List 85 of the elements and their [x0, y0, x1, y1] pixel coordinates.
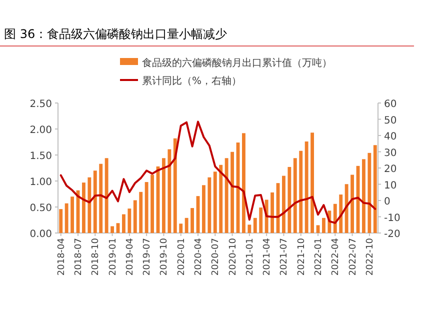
- x-tick-label: 2021-07: [280, 238, 290, 276]
- y2-tick-label: 0: [384, 196, 390, 208]
- x-tick-label: 2021-10: [296, 238, 307, 276]
- bar: [190, 208, 194, 233]
- bar: [122, 214, 126, 233]
- bar: [253, 218, 257, 233]
- bar: [224, 158, 228, 233]
- bar: [82, 182, 86, 233]
- x-tick-label: 2020-07: [211, 238, 222, 276]
- line-series: [60, 120, 376, 224]
- bar: [368, 152, 372, 233]
- bar: [88, 177, 92, 233]
- bar: [104, 158, 108, 233]
- bar: [350, 174, 354, 233]
- bar: [110, 226, 114, 233]
- x-tick-label: 2018-10: [91, 238, 102, 276]
- bar: [288, 166, 292, 233]
- x-tick-label: 2018-04: [56, 238, 67, 276]
- bar: [128, 208, 132, 233]
- bar: [179, 224, 183, 233]
- legend-label: 食品级的六偏磷酸钠月出口累计值（万吨）: [142, 57, 332, 69]
- bar: [59, 209, 63, 233]
- bar: [304, 141, 308, 233]
- bar: [230, 152, 234, 233]
- bar: [322, 218, 326, 233]
- y2-tick-label: 60: [384, 99, 397, 110]
- bar: [173, 138, 177, 233]
- bar: [202, 185, 206, 233]
- bar: [310, 132, 314, 233]
- y-tick-label: 2.50: [30, 99, 52, 110]
- bar: [168, 149, 172, 233]
- y-tick-label: 1.50: [30, 151, 52, 162]
- chart-title: 图 36：食品级六偏磷酸钠出口量小幅减少: [4, 27, 228, 41]
- bar: [99, 164, 103, 233]
- bar: [162, 158, 166, 233]
- x-tick-label: 2020-01: [176, 238, 187, 276]
- bar: [339, 194, 343, 233]
- y-tick-label: 1.00: [30, 177, 52, 188]
- bar: [70, 196, 74, 233]
- bar: [144, 182, 148, 233]
- bar: [242, 133, 246, 233]
- bar: [133, 200, 137, 233]
- bar: [270, 192, 274, 233]
- x-tick-label: 2021-04: [262, 238, 273, 276]
- bar: [282, 176, 286, 233]
- y2-tick-label: -10: [384, 212, 400, 224]
- bar: [373, 145, 377, 233]
- bar: [248, 224, 252, 233]
- x-tick-label: 2019-07: [142, 238, 153, 276]
- y2-tick-label: 30: [384, 148, 397, 159]
- y-tick-label: 0.50: [30, 203, 52, 214]
- bar: [333, 204, 337, 233]
- x-tick-label: 2022-10: [365, 238, 376, 276]
- bar: [150, 174, 154, 233]
- bar: [259, 208, 263, 233]
- bar: [316, 225, 320, 233]
- y2-tick-label: 10: [384, 180, 397, 192]
- bar: [362, 159, 366, 233]
- x-tick-label: 2022-07: [348, 238, 358, 276]
- y2-tick-label: 40: [384, 132, 397, 142]
- bar: [293, 158, 297, 233]
- x-tick-label: 2020-04: [194, 238, 204, 276]
- y2-tick-label: -20: [384, 229, 400, 240]
- bar: [299, 150, 303, 233]
- x-tick-label: 2022-04: [331, 238, 342, 276]
- x-tick-label: 2020-10: [228, 238, 238, 276]
- y2-tick-label: 50: [384, 115, 397, 126]
- legend-label: 累计同比（%，右轴）: [142, 75, 242, 87]
- x-tick-label: 2021-01: [245, 238, 256, 276]
- x-tick-label: 2022-01: [314, 238, 324, 276]
- bar: [213, 172, 217, 233]
- y2-tick-label: 20: [384, 164, 397, 175]
- y-tick-label: 2.00: [30, 125, 52, 136]
- bar: [219, 164, 223, 233]
- bar: [344, 184, 348, 233]
- x-tick-label: 2018-07: [74, 238, 84, 276]
- y-tick-label: 0.00: [30, 229, 52, 240]
- bar: [208, 177, 212, 233]
- bar: [184, 218, 188, 233]
- bar: [139, 192, 143, 233]
- x-tick-label: 2019-04: [125, 238, 136, 276]
- bar: [93, 170, 97, 233]
- x-tick-label: 2019-10: [160, 238, 170, 276]
- x-tick-label: 2019-01: [108, 238, 118, 276]
- bar: [64, 203, 68, 233]
